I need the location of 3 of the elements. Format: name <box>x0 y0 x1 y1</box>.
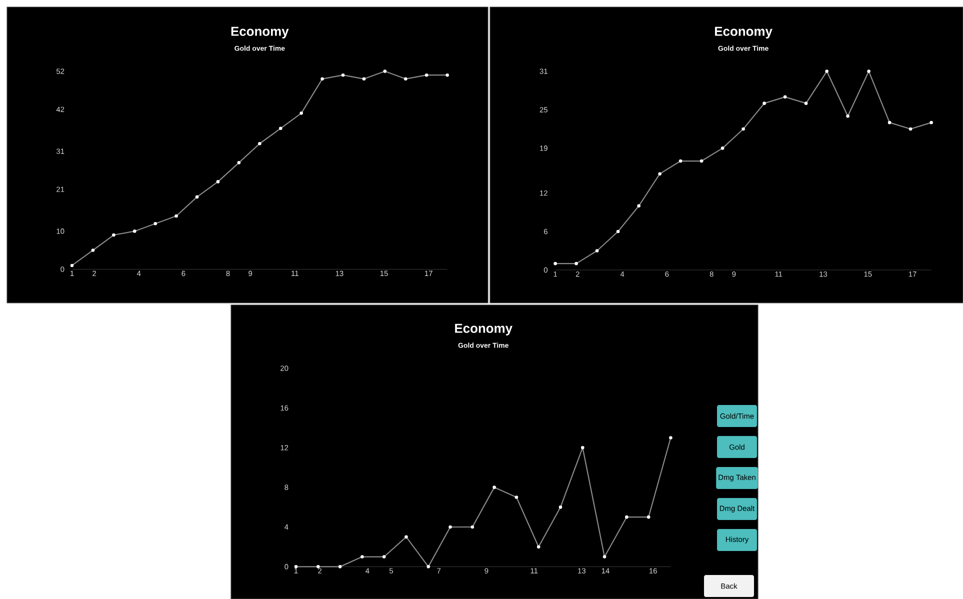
chart-title: Economy <box>231 26 289 38</box>
chart-title: Economy <box>455 324 512 336</box>
chart-title: Economy <box>715 26 772 38</box>
